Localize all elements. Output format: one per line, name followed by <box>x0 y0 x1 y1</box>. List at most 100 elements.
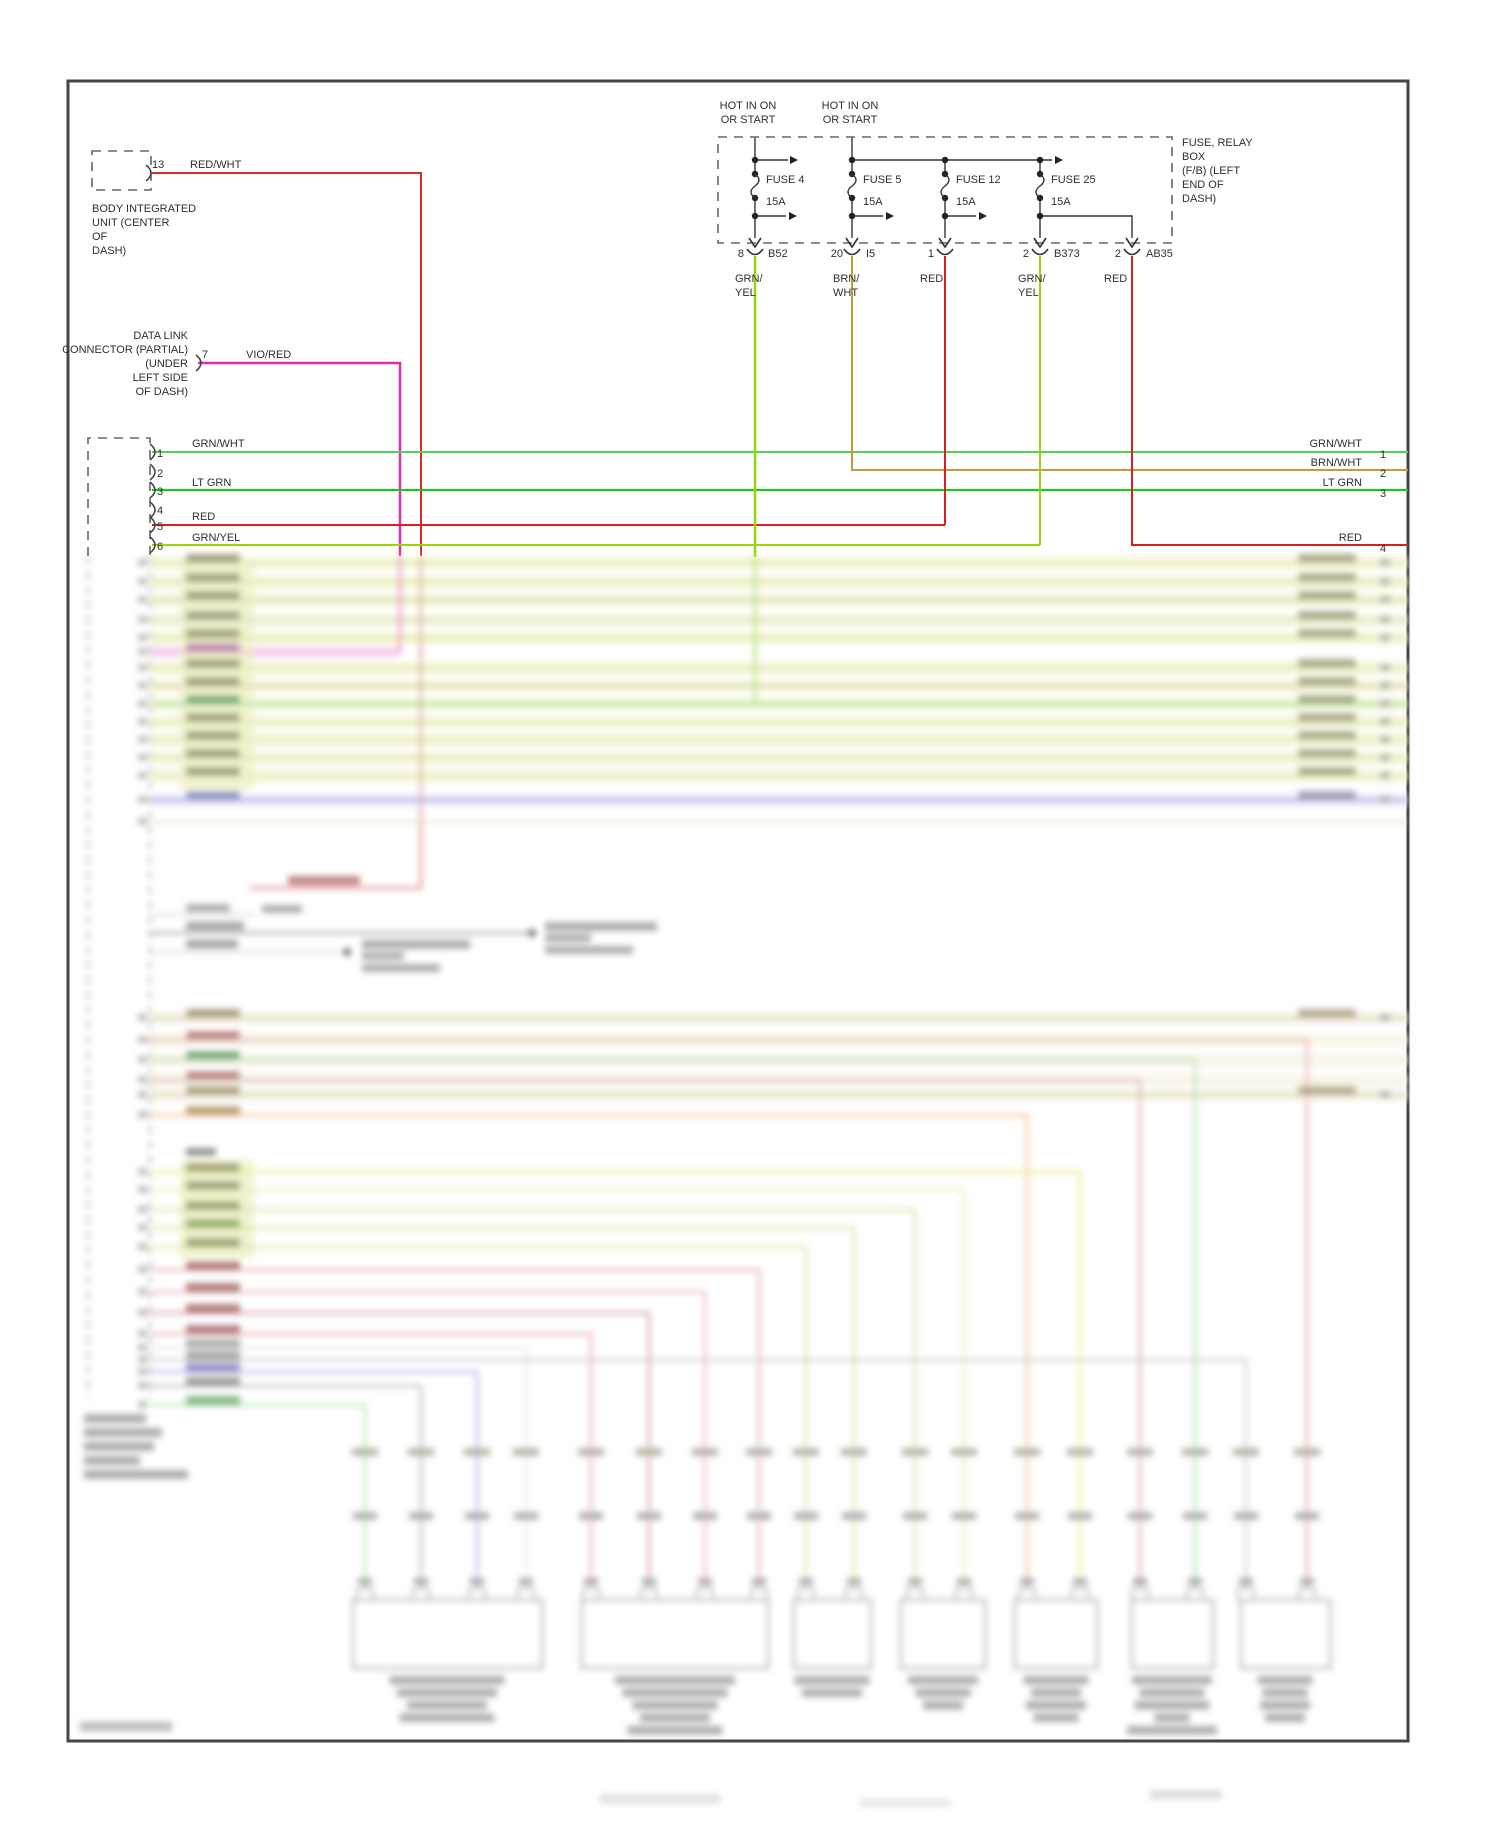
label-smudge <box>842 1512 866 1520</box>
label: 13 <box>152 159 164 171</box>
label-smudge <box>692 1448 718 1456</box>
wire <box>1131 256 1408 546</box>
label: 15A <box>863 196 883 208</box>
label: 1 <box>1380 449 1386 461</box>
caption-smudge <box>1132 1676 1212 1685</box>
dashed-component-outline <box>87 437 151 556</box>
arrowhead-icon <box>789 212 797 220</box>
pin-smudge <box>138 1014 147 1021</box>
label-smudge <box>186 713 240 722</box>
pin-smudge <box>138 1243 147 1250</box>
label-smudge <box>186 1086 240 1095</box>
pin-smudge <box>1380 754 1390 761</box>
label-smudge <box>186 904 230 912</box>
down-arrow-icon <box>845 237 859 249</box>
caption-smudge <box>1139 1688 1205 1697</box>
pin-smudge <box>752 1578 766 1585</box>
pin-smudge <box>138 1382 147 1389</box>
caption-smudge <box>1023 1676 1089 1685</box>
connector-cup-icon <box>1123 248 1141 256</box>
pin-smudge <box>642 1578 656 1585</box>
label-smudge <box>579 1512 603 1520</box>
pin-smudge <box>138 1266 147 1273</box>
label: HOT IN ON <box>822 100 879 112</box>
caption-smudge <box>1262 1688 1308 1697</box>
label-smudge <box>186 1377 240 1386</box>
pin-smudge <box>138 772 147 779</box>
connector-bump <box>1071 1588 1089 1601</box>
label: 1 <box>157 448 163 460</box>
label-smudge <box>1294 1448 1320 1456</box>
connector-bump <box>582 1588 600 1601</box>
label-smudge <box>186 1148 216 1156</box>
label-smudge <box>186 677 240 686</box>
pin-smudge <box>138 1330 147 1337</box>
dashed-component-outline <box>717 136 1173 244</box>
connector-bump <box>1131 1588 1149 1601</box>
pin-smudge <box>138 1186 147 1193</box>
label: RED <box>192 511 215 523</box>
connector-bump <box>1018 1588 1036 1601</box>
label: HOT IN ON <box>720 100 777 112</box>
label: GRN/WHT <box>192 438 245 450</box>
caption-smudge <box>1154 1713 1190 1722</box>
pin-bracket-icon <box>149 443 156 461</box>
label-smudge <box>545 934 591 942</box>
pin-smudge <box>138 648 147 655</box>
label-smudge <box>353 1512 377 1520</box>
label-smudge <box>186 554 240 563</box>
caption-smudge <box>915 1688 971 1697</box>
label-smudge <box>1298 1009 1356 1018</box>
label-smudge <box>362 952 404 960</box>
caption-smudge <box>389 1676 505 1685</box>
label-smudge <box>186 1071 240 1080</box>
pin-bracket-icon <box>145 164 152 182</box>
pin-smudge <box>1380 772 1390 779</box>
pin-bracket-icon <box>149 501 156 519</box>
component-box <box>1130 1598 1215 1670</box>
junction-dot <box>941 156 949 164</box>
diagram-border <box>66 79 1410 1743</box>
pin-smudge <box>1073 1578 1087 1585</box>
caption-smudge <box>923 1701 963 1710</box>
pin-smudge <box>138 682 147 689</box>
wire <box>150 1039 1308 1600</box>
fuse-element-icon <box>750 173 760 199</box>
label-smudge <box>84 1414 146 1423</box>
pin-smudge <box>847 1578 861 1585</box>
caption-smudge <box>1033 1713 1079 1722</box>
caption-smudge <box>1127 1726 1217 1735</box>
pin-smudge <box>1020 1578 1034 1585</box>
label-smudge <box>186 643 240 652</box>
pin-bracket-icon <box>149 481 156 499</box>
label: LEFT SIDE <box>133 372 188 384</box>
pin-smudge <box>1380 1014 1390 1021</box>
label-smudge <box>747 1512 771 1520</box>
label-smudge <box>186 1181 240 1190</box>
label-smudge <box>1127 1448 1153 1456</box>
label-smudge <box>1298 554 1356 563</box>
junction-dot <box>751 212 759 220</box>
connector-cup-icon <box>1031 248 1049 256</box>
label: FUSE 5 <box>863 174 902 186</box>
label-smudge <box>1295 1512 1319 1520</box>
label-smudge <box>186 1363 240 1372</box>
pin-smudge <box>584 1578 598 1585</box>
caption-smudge <box>1026 1701 1086 1710</box>
label-smudge <box>1298 1086 1356 1095</box>
pin-smudge <box>138 596 147 603</box>
label: RED/WHT <box>190 159 242 171</box>
pin-smudge <box>470 1578 484 1585</box>
component-box <box>792 1598 873 1670</box>
label-smudge <box>465 1512 489 1520</box>
label-smudge <box>793 1448 819 1456</box>
label-smudge <box>464 1448 490 1456</box>
label: FUSE 4 <box>766 174 805 186</box>
pin-smudge <box>138 1344 147 1351</box>
wire <box>150 1114 1028 1600</box>
label-smudge <box>186 767 240 776</box>
label-smudge <box>794 1512 818 1520</box>
